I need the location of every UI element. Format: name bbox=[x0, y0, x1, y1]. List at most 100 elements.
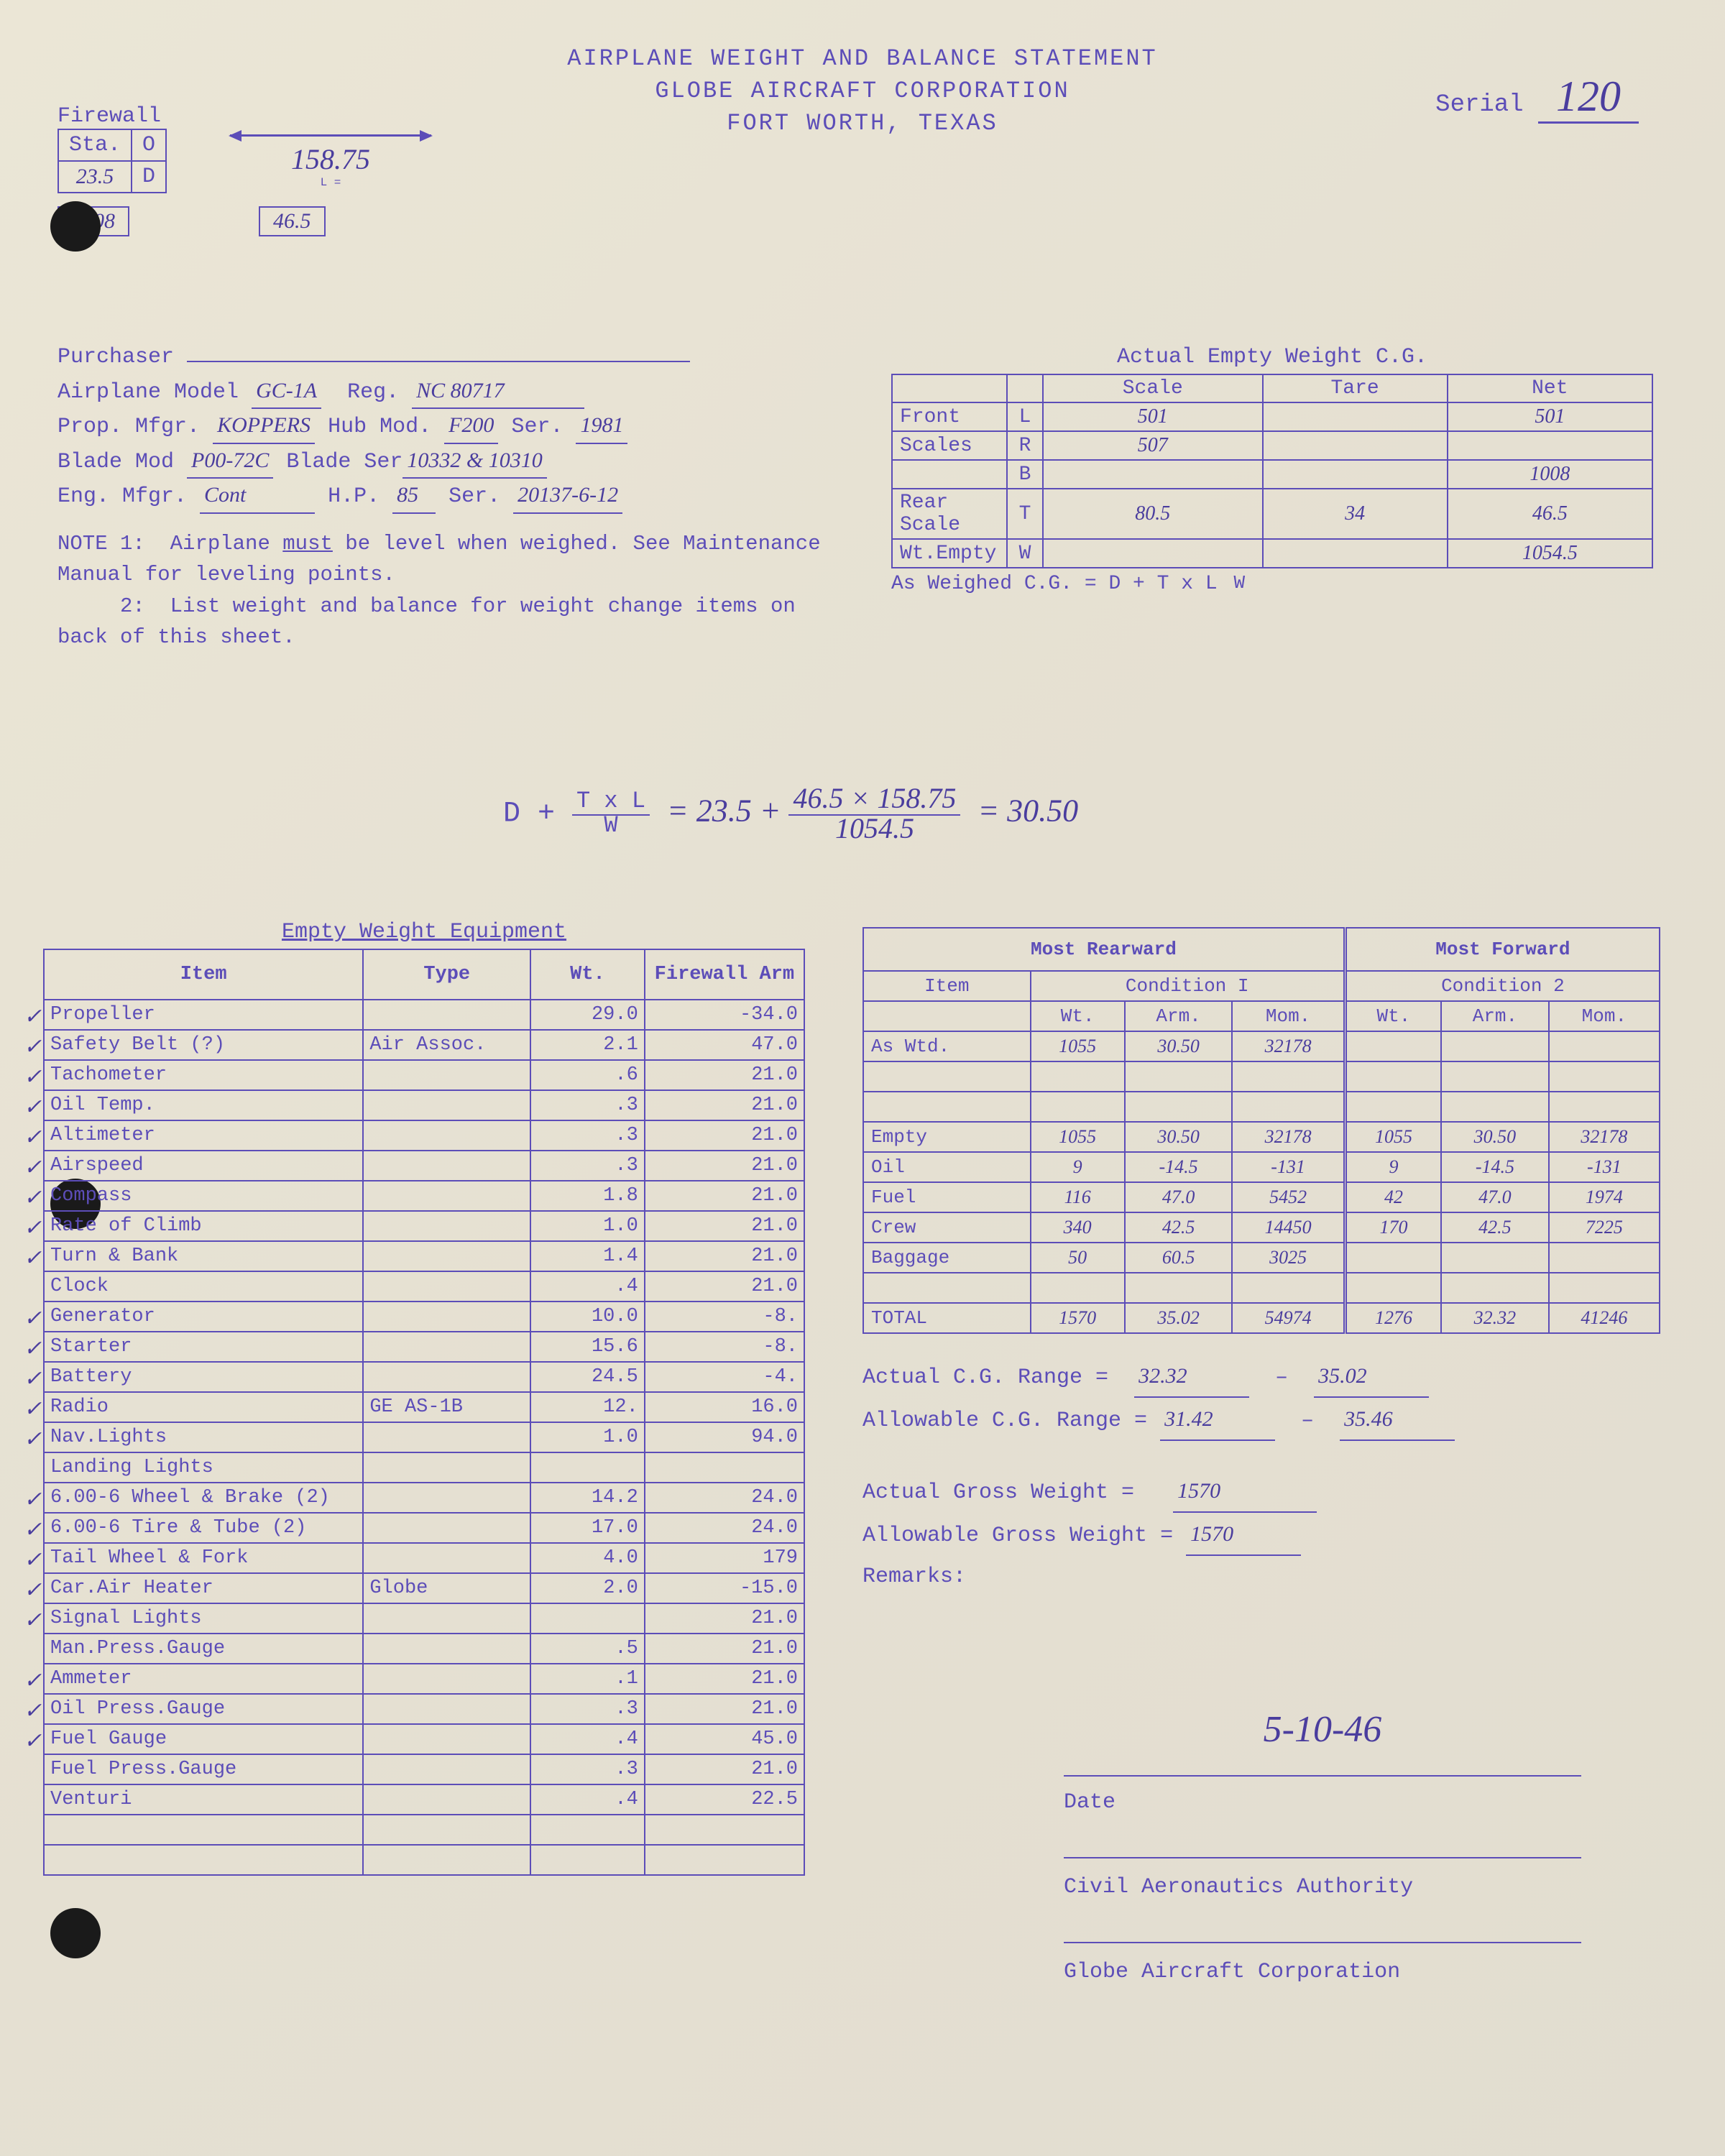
eq-arm: 22.5 bbox=[645, 1784, 804, 1815]
cg-cell: Wt.Empty bbox=[892, 539, 1007, 568]
eq-item: ✓Generator bbox=[44, 1302, 363, 1332]
eq-item: ✓Oil Temp. bbox=[44, 1090, 363, 1120]
cond-cell: 1570 bbox=[1031, 1303, 1125, 1333]
cond-s1: Arm. bbox=[1125, 1001, 1233, 1031]
eq-item: ✓Nav.Lights bbox=[44, 1422, 363, 1452]
equipment-row: ✓Rate of Climb 1.0 21.0 bbox=[44, 1211, 804, 1241]
eq-arm: 21.0 bbox=[645, 1694, 804, 1724]
check-icon: ✓ bbox=[24, 1366, 42, 1391]
range-lines: Actual C.G. Range = 32.32 – 35.02 Allowa… bbox=[862, 1355, 1660, 1598]
equipment-row: ✓Compass 1.8 21.0 bbox=[44, 1181, 804, 1211]
cg-formula-den: W bbox=[1230, 573, 1250, 593]
eq-wt bbox=[530, 1452, 645, 1483]
cond-item-cell: TOTAL bbox=[863, 1303, 1031, 1333]
ser-label: Ser. bbox=[511, 415, 563, 439]
cond-cell: 35.02 bbox=[1125, 1303, 1233, 1333]
cond-item-cell: Crew bbox=[863, 1212, 1031, 1243]
equipment-row: ✓Oil Temp. .3 21.0 bbox=[44, 1090, 804, 1120]
eq-item: ✓Ammeter bbox=[44, 1664, 363, 1694]
cond-item-cell: Fuel bbox=[863, 1182, 1031, 1212]
eq-item: ✓6.00-6 Wheel & Brake (2) bbox=[44, 1483, 363, 1513]
eq-type bbox=[363, 1845, 530, 1875]
cond-fwd: Most Forward bbox=[1345, 928, 1660, 971]
calc-result: = 30.50 bbox=[978, 793, 1078, 829]
cond-cell bbox=[1441, 1061, 1549, 1092]
fw-o: O bbox=[132, 129, 166, 161]
cg-cell: Rear Scale bbox=[892, 489, 1007, 539]
eq-wt: .3 bbox=[530, 1754, 645, 1784]
punch-hole-icon bbox=[50, 201, 101, 252]
check-icon: ✓ bbox=[24, 1336, 42, 1361]
equipment-row: ✓Turn & Bank 1.4 21.0 bbox=[44, 1241, 804, 1271]
eq-wt: 1.0 bbox=[530, 1211, 645, 1241]
cond-s4: Arm. bbox=[1441, 1001, 1549, 1031]
hub-value: F200 bbox=[444, 409, 498, 444]
calc-lhs: D + bbox=[503, 798, 572, 831]
length-arrow: 158.75 L = bbox=[216, 129, 446, 189]
algw-value: 1570 bbox=[1186, 1514, 1301, 1556]
cond-cell: 7225 bbox=[1549, 1212, 1660, 1243]
equipment-row: ✓Airspeed .3 21.0 bbox=[44, 1151, 804, 1181]
cg-cell: L bbox=[1007, 402, 1043, 431]
cg-cell bbox=[1263, 402, 1448, 431]
reg-label: Reg. bbox=[347, 380, 399, 405]
cond-cell bbox=[1345, 1273, 1441, 1303]
eq-type bbox=[363, 1754, 530, 1784]
cg-cell bbox=[1263, 539, 1448, 568]
cond-cell bbox=[1125, 1092, 1233, 1122]
equipment-row: ✓6.00-6 Wheel & Brake (2) 14.2 24.0 bbox=[44, 1483, 804, 1513]
cg-cell bbox=[1263, 460, 1448, 489]
cg-cell: T bbox=[1007, 489, 1043, 539]
condition-row bbox=[863, 1273, 1660, 1303]
eq-wt: .4 bbox=[530, 1784, 645, 1815]
eq-arm: 16.0 bbox=[645, 1392, 804, 1422]
cond-cell bbox=[1345, 1243, 1441, 1273]
eq-type bbox=[363, 1513, 530, 1543]
cond-cell: 47.0 bbox=[1125, 1182, 1233, 1212]
algw-label: Allowable Gross Weight = bbox=[862, 1524, 1173, 1548]
eq-item: ✓Oil Press.Gauge bbox=[44, 1694, 363, 1724]
cg-row: Rear Scale T 80.5 34 46.5 bbox=[892, 489, 1652, 539]
equipment-row: ✓Altimeter .3 21.0 bbox=[44, 1120, 804, 1151]
cg-cell: W bbox=[1007, 539, 1043, 568]
eq-item: Landing Lights bbox=[44, 1452, 363, 1483]
fw-t-box: 46.5 bbox=[259, 206, 326, 236]
eq-arm: -8. bbox=[645, 1302, 804, 1332]
equipment-row: ✓Car.Air Heater Globe 2.0 -15.0 bbox=[44, 1573, 804, 1603]
eq-arm: 21.0 bbox=[645, 1181, 804, 1211]
cg-cell bbox=[1448, 431, 1652, 460]
equipment-row: Clock .4 21.0 bbox=[44, 1271, 804, 1302]
eq-item: Venturi bbox=[44, 1784, 363, 1815]
cond-cell: 54974 bbox=[1232, 1303, 1345, 1333]
cond-item-cell bbox=[863, 1273, 1031, 1303]
fw-sta: Sta. bbox=[58, 129, 132, 161]
eq-item: ✓Propeller bbox=[44, 1000, 363, 1030]
cond-cell: 1055 bbox=[1031, 1031, 1125, 1061]
cond-cell: 9 bbox=[1345, 1152, 1441, 1182]
bser-label: Blade Ser bbox=[286, 450, 402, 474]
cond-cell bbox=[1549, 1061, 1660, 1092]
eq-type bbox=[363, 1483, 530, 1513]
equipment-row: ✓Signal Lights 21.0 bbox=[44, 1603, 804, 1634]
cond-cell: 5452 bbox=[1232, 1182, 1345, 1212]
eq-arm: 179 bbox=[645, 1543, 804, 1573]
eq-arm: 21.0 bbox=[645, 1754, 804, 1784]
check-icon: ✓ bbox=[24, 1245, 42, 1271]
condition-row: Fuel11647.054524247.01974 bbox=[863, 1182, 1660, 1212]
cg-h0 bbox=[892, 374, 1007, 402]
fw-d: D bbox=[132, 161, 166, 193]
equipment-header: Item Type Wt. Firewall Arm bbox=[44, 949, 804, 1000]
cond-cell: 3025 bbox=[1232, 1243, 1345, 1273]
eq-arm: 21.0 bbox=[645, 1634, 804, 1664]
cond-cell: 60.5 bbox=[1125, 1243, 1233, 1273]
check-icon: ✓ bbox=[24, 1306, 42, 1331]
eq-wt: 17.0 bbox=[530, 1513, 645, 1543]
check-icon: ✓ bbox=[24, 1728, 42, 1754]
cond-cell: 47.0 bbox=[1441, 1182, 1549, 1212]
cond-c2: Condition 2 bbox=[1345, 971, 1660, 1001]
eq-wt bbox=[530, 1815, 645, 1845]
date-label: Date bbox=[1064, 1777, 1581, 1828]
cg-title: Actual Empty Weight C.G. bbox=[891, 345, 1653, 369]
cond-item: Item bbox=[863, 971, 1031, 1001]
cg-cell bbox=[1263, 431, 1448, 460]
